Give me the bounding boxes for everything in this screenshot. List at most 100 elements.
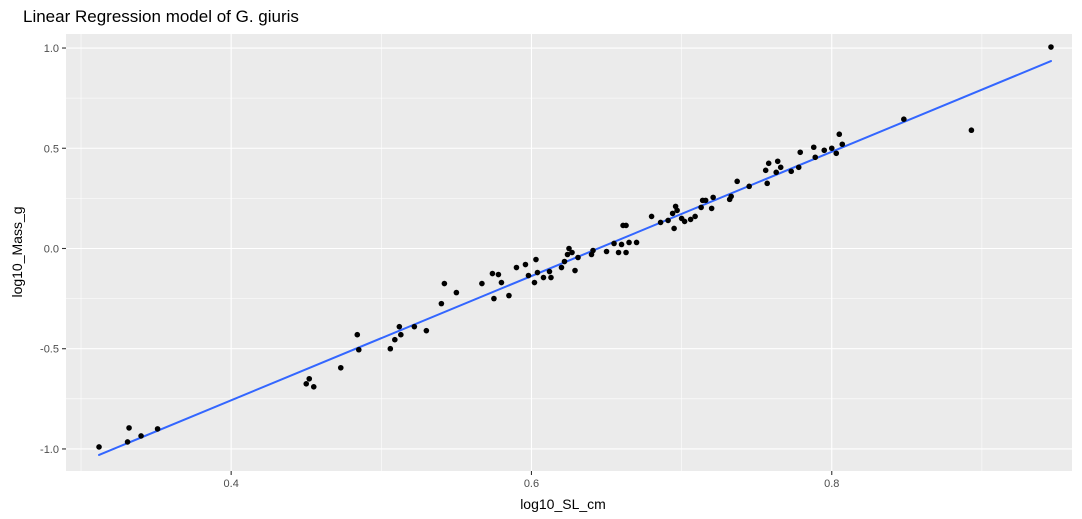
- x-tick-label: 0.8: [824, 478, 839, 490]
- data-point: [138, 433, 144, 439]
- data-point: [396, 323, 403, 330]
- data-point: [441, 280, 448, 287]
- data-point: [479, 280, 485, 287]
- data-point: [797, 149, 804, 156]
- data-point: [96, 444, 102, 450]
- data-point: [710, 194, 716, 201]
- data-point: [795, 164, 802, 171]
- data-point: [306, 375, 313, 382]
- x-tick-label: 0.6: [524, 478, 539, 490]
- chart-title: Linear Regression model of G. giuris: [23, 7, 299, 26]
- data-point: [901, 116, 907, 122]
- data-point: [626, 239, 632, 246]
- data-point: [489, 270, 496, 277]
- data-point: [411, 323, 418, 330]
- data-point: [561, 258, 568, 265]
- data-point: [746, 183, 752, 190]
- x-axis: 0.4 0.6 0.8: [224, 471, 839, 490]
- data-point: [702, 197, 709, 204]
- data-point: [762, 167, 769, 174]
- data-point: [765, 160, 772, 167]
- data-point: [498, 279, 505, 286]
- data-point: [491, 295, 497, 302]
- data-point: [558, 264, 565, 271]
- data-point: [810, 144, 817, 151]
- data-point: [423, 327, 430, 334]
- data-point: [506, 292, 512, 299]
- data-point: [633, 239, 640, 246]
- data-point: [687, 216, 694, 223]
- data-point: [569, 249, 575, 256]
- data-point: [708, 205, 715, 212]
- regression-line: [98, 60, 1052, 456]
- data-point: [1048, 44, 1054, 50]
- data-point: [355, 346, 362, 353]
- data-point: [839, 141, 846, 148]
- data-point: [657, 219, 664, 226]
- data-point: [124, 439, 131, 445]
- data-point: [623, 222, 629, 229]
- y-tick-label: 1.0: [44, 43, 59, 55]
- data-point: [611, 240, 617, 247]
- data-point: [354, 331, 361, 338]
- data-point: [828, 145, 835, 152]
- data-point: [773, 169, 780, 176]
- points-layer: [96, 44, 1054, 450]
- data-point: [548, 274, 554, 281]
- data-point: [681, 218, 688, 225]
- x-axis-title: log10_SL_cm: [520, 496, 606, 512]
- data-point: [546, 268, 553, 275]
- data-point: [615, 249, 622, 256]
- data-point: [534, 269, 541, 276]
- data-point: [392, 336, 398, 343]
- data-point: [303, 381, 310, 387]
- y-axis: -1.0 -0.5 0.0 0.5 1.0: [40, 43, 66, 456]
- data-point: [590, 247, 596, 254]
- data-point: [692, 213, 698, 220]
- data-point: [968, 127, 975, 134]
- x-tick-label: 0.4: [224, 478, 239, 490]
- data-point: [648, 213, 655, 220]
- data-point: [438, 300, 445, 307]
- data-point: [126, 425, 132, 431]
- data-point: [398, 331, 404, 338]
- data-point: [623, 249, 629, 256]
- data-point: [777, 164, 784, 171]
- data-point: [836, 131, 843, 138]
- data-point: [671, 225, 677, 232]
- data-point: [674, 207, 680, 214]
- data-point: [788, 168, 795, 175]
- data-point: [495, 271, 502, 278]
- minor-grid: [66, 34, 1072, 471]
- data-point: [540, 274, 547, 281]
- data-point: [453, 289, 460, 296]
- data-point: [618, 241, 625, 248]
- y-tick-label: -0.5: [40, 344, 59, 356]
- data-point: [513, 264, 520, 271]
- data-point: [566, 245, 572, 252]
- data-point: [564, 251, 571, 258]
- data-point: [734, 178, 740, 185]
- data-point: [821, 147, 828, 154]
- data-point: [387, 345, 394, 352]
- y-tick-label: -1.0: [40, 444, 59, 456]
- data-point: [665, 217, 671, 224]
- data-point: [310, 384, 317, 390]
- data-point: [533, 256, 539, 263]
- data-point: [337, 364, 344, 371]
- data-point: [833, 150, 840, 157]
- regression-layer: [98, 60, 1052, 456]
- data-point: [698, 204, 704, 211]
- data-point: [812, 154, 819, 161]
- data-point: [154, 426, 161, 432]
- y-axis-title: log10_Mass_g: [9, 206, 25, 297]
- data-point: [728, 193, 734, 200]
- data-point: [575, 254, 581, 261]
- data-point: [572, 267, 578, 274]
- data-point: [531, 279, 538, 286]
- data-point: [522, 261, 529, 268]
- y-tick-label: 0.5: [44, 143, 59, 155]
- data-point: [764, 180, 770, 187]
- y-tick-label: 0.0: [44, 243, 59, 255]
